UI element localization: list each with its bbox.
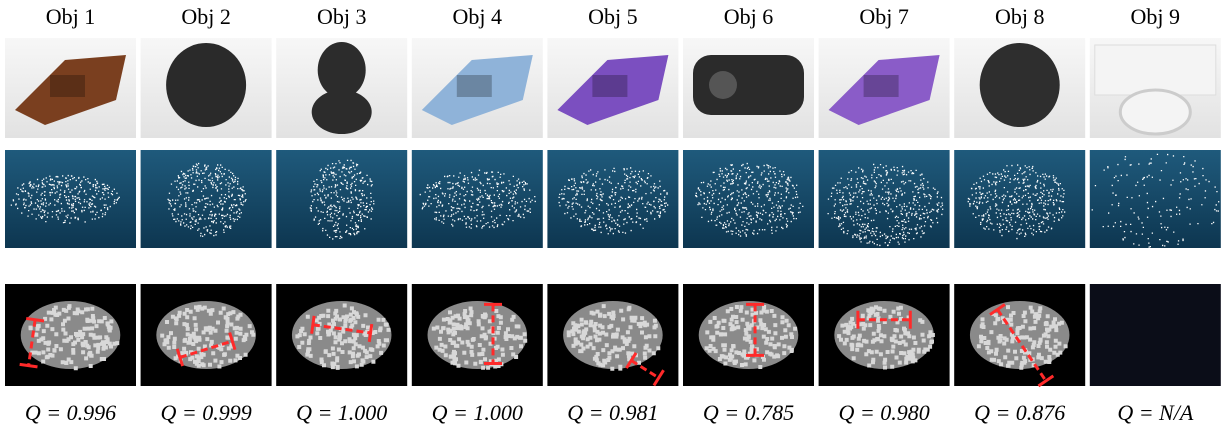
quality-label: Q = 1.000 — [296, 400, 387, 425]
depth-image — [276, 284, 407, 386]
depth-image — [412, 284, 543, 386]
cloud-background — [683, 150, 814, 248]
point-cloud — [683, 150, 814, 248]
object-label: Obj 8 — [995, 4, 1045, 29]
object-shape — [312, 90, 372, 134]
depth-image — [819, 284, 950, 386]
object-photo — [954, 38, 1085, 138]
cloud-background — [1090, 150, 1221, 248]
object-photo — [412, 38, 543, 138]
object-label: Obj 9 — [1131, 4, 1181, 29]
quality-label: Q = 0.785 — [703, 400, 794, 425]
object-photo — [819, 38, 950, 138]
point-cloud — [276, 150, 407, 248]
quality-label: Q = 0.999 — [160, 400, 251, 425]
quality-label: Q = 1.000 — [432, 400, 523, 425]
object-shape — [1120, 90, 1190, 134]
object-hole — [709, 71, 737, 99]
object-photo — [276, 38, 407, 138]
quality-label: Q = 0.980 — [838, 400, 929, 425]
object-detail — [864, 75, 899, 97]
object-detail — [50, 75, 85, 97]
object-label: Obj 2 — [181, 4, 231, 29]
object-detail — [592, 75, 627, 97]
depth-blob — [970, 301, 1070, 369]
cloud-background — [141, 150, 272, 248]
object-shape — [166, 43, 246, 127]
depth-image — [954, 284, 1085, 386]
point-cloud — [412, 150, 543, 248]
depth-image — [141, 284, 272, 386]
cloud-background — [954, 150, 1085, 248]
depth-background — [1090, 284, 1221, 386]
point-cloud — [1090, 150, 1221, 248]
object-shape — [318, 42, 366, 98]
object-label: Obj 7 — [859, 4, 909, 29]
point-cloud — [141, 150, 272, 248]
object-photo — [683, 38, 814, 138]
figure: Obj 1 Q = 0.996 Obj 2 Q = 0.999 Obj 3 Q = 1.0… — [0, 0, 1221, 443]
quality-label: Q = 0.981 — [567, 400, 658, 425]
object-detail — [457, 75, 492, 97]
quality-label: Q = N/A — [1117, 400, 1194, 425]
cloud-background — [276, 150, 407, 248]
object-label: Obj 1 — [46, 4, 96, 29]
quality-label: Q = 0.876 — [974, 400, 1065, 425]
depth-image — [1090, 284, 1221, 386]
object-photo — [1090, 38, 1221, 138]
object-shape — [1095, 45, 1216, 95]
object-photo — [5, 38, 136, 138]
point-cloud — [547, 150, 678, 248]
object-label: Obj 6 — [724, 4, 774, 29]
quality-label: Q = 0.996 — [25, 400, 116, 425]
object-shape — [980, 43, 1060, 127]
point-cloud — [5, 150, 136, 248]
point-cloud — [954, 150, 1085, 248]
object-label: Obj 3 — [317, 4, 367, 29]
depth-image — [5, 284, 136, 386]
point-cloud — [819, 150, 950, 248]
object-label: Obj 5 — [588, 4, 638, 29]
depth-image — [547, 284, 678, 386]
object-photo — [547, 38, 678, 138]
object-label: Obj 4 — [453, 4, 503, 29]
object-photo — [141, 38, 272, 138]
depth-image — [683, 284, 814, 386]
